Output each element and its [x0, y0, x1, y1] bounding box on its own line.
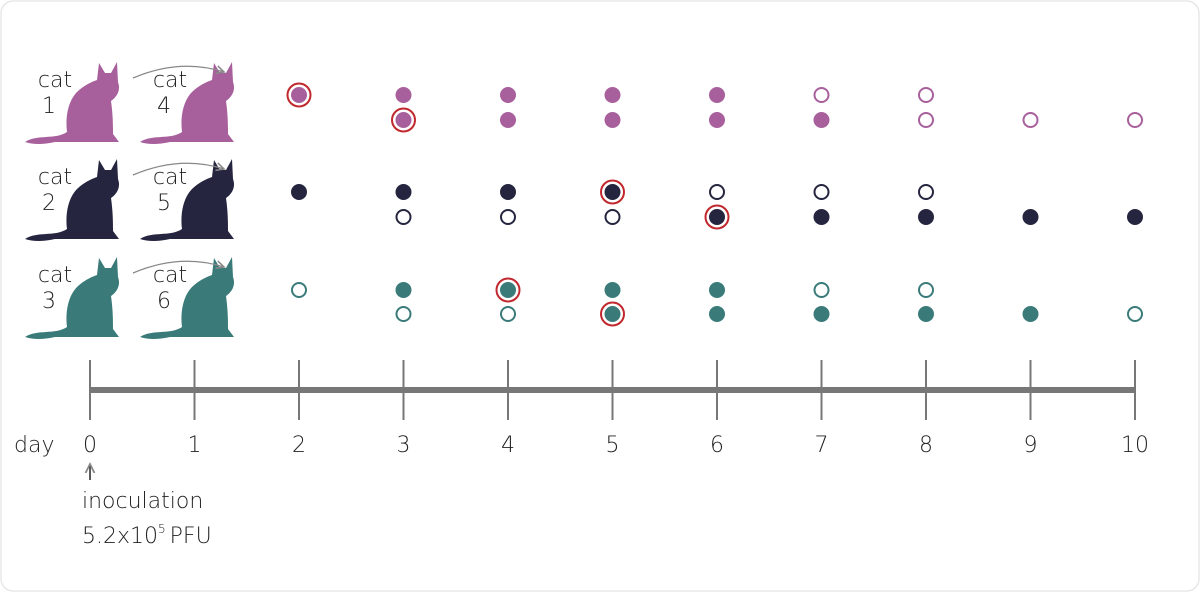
transmission-arrow — [132, 163, 224, 176]
dose-exponent: 5 — [158, 522, 166, 536]
cat-word: cat — [153, 263, 187, 288]
positive-dot — [709, 306, 725, 322]
dose-base: 5.2x10 — [82, 524, 158, 549]
negative-dot — [918, 112, 934, 128]
positive-dot — [813, 306, 830, 322]
transmission-arrow — [132, 66, 224, 79]
cat-number: 6 — [157, 289, 171, 314]
negative-dot — [291, 282, 307, 298]
positive-dot — [813, 209, 830, 225]
dose-unit: PFU — [170, 524, 212, 549]
positive-dot — [291, 87, 307, 103]
negative-dot — [813, 87, 830, 103]
negative-dot — [1127, 306, 1143, 322]
negative-dot — [395, 209, 412, 225]
positive-dot — [500, 87, 516, 103]
negative-dot — [395, 306, 412, 322]
day-number: 0 — [83, 433, 97, 458]
negative-dot — [709, 184, 725, 200]
positive-dot — [709, 87, 725, 103]
negative-dot — [1022, 112, 1039, 128]
negative-dot — [918, 184, 934, 200]
positive-dot — [604, 306, 621, 322]
positive-dot — [395, 87, 412, 103]
positive-dot — [709, 209, 725, 225]
positive-dot — [500, 282, 516, 298]
day-number: 9 — [1024, 433, 1038, 458]
day-number: 10 — [1121, 433, 1149, 458]
positive-dot — [604, 184, 621, 200]
positive-dot — [604, 282, 621, 298]
cat-word: cat — [153, 68, 187, 93]
cat-word: cat — [153, 165, 187, 190]
positive-dot — [709, 282, 725, 298]
positive-dot — [1127, 209, 1143, 225]
negative-dot — [500, 209, 516, 225]
positive-dot — [918, 306, 934, 322]
negative-dot — [604, 209, 621, 225]
cat-word: cat — [38, 165, 72, 190]
negative-dot — [1127, 112, 1143, 128]
negative-dot — [813, 282, 830, 298]
positive-dot — [604, 112, 621, 128]
day-number: 8 — [919, 433, 933, 458]
day-number: 1 — [188, 433, 202, 458]
positive-dot — [709, 112, 725, 128]
day-number: 3 — [397, 433, 411, 458]
positive-dot — [395, 112, 412, 128]
cat-number: 1 — [42, 94, 56, 119]
day-number: 6 — [710, 433, 724, 458]
cat-word: cat — [38, 68, 72, 93]
transmission-arrow — [132, 261, 224, 274]
inoculation-label: inoculation — [82, 489, 203, 514]
positive-dot — [604, 87, 621, 103]
day-label: day — [14, 433, 54, 458]
cat-number: 3 — [42, 289, 56, 314]
positive-dot — [1022, 209, 1039, 225]
positive-dot — [1022, 306, 1039, 322]
positive-dot — [918, 209, 934, 225]
cat-number: 4 — [157, 94, 171, 119]
dose: 5.2x105 PFU — [82, 522, 212, 549]
negative-dot — [918, 87, 934, 103]
negative-dot — [500, 306, 516, 322]
cat-word: cat — [38, 263, 72, 288]
day-number: 4 — [501, 433, 515, 458]
cat-number: 5 — [157, 191, 171, 216]
positive-dot — [291, 184, 307, 200]
positive-dot — [395, 184, 412, 200]
negative-dot — [813, 184, 830, 200]
positive-dot — [813, 112, 830, 128]
cat-number: 2 — [42, 191, 56, 216]
day-number: 5 — [606, 433, 620, 458]
day-number: 7 — [815, 433, 829, 458]
positive-dot — [500, 184, 516, 200]
day-number: 2 — [292, 433, 306, 458]
positive-dot — [500, 112, 516, 128]
positive-dot — [395, 282, 412, 298]
negative-dot — [918, 282, 934, 298]
